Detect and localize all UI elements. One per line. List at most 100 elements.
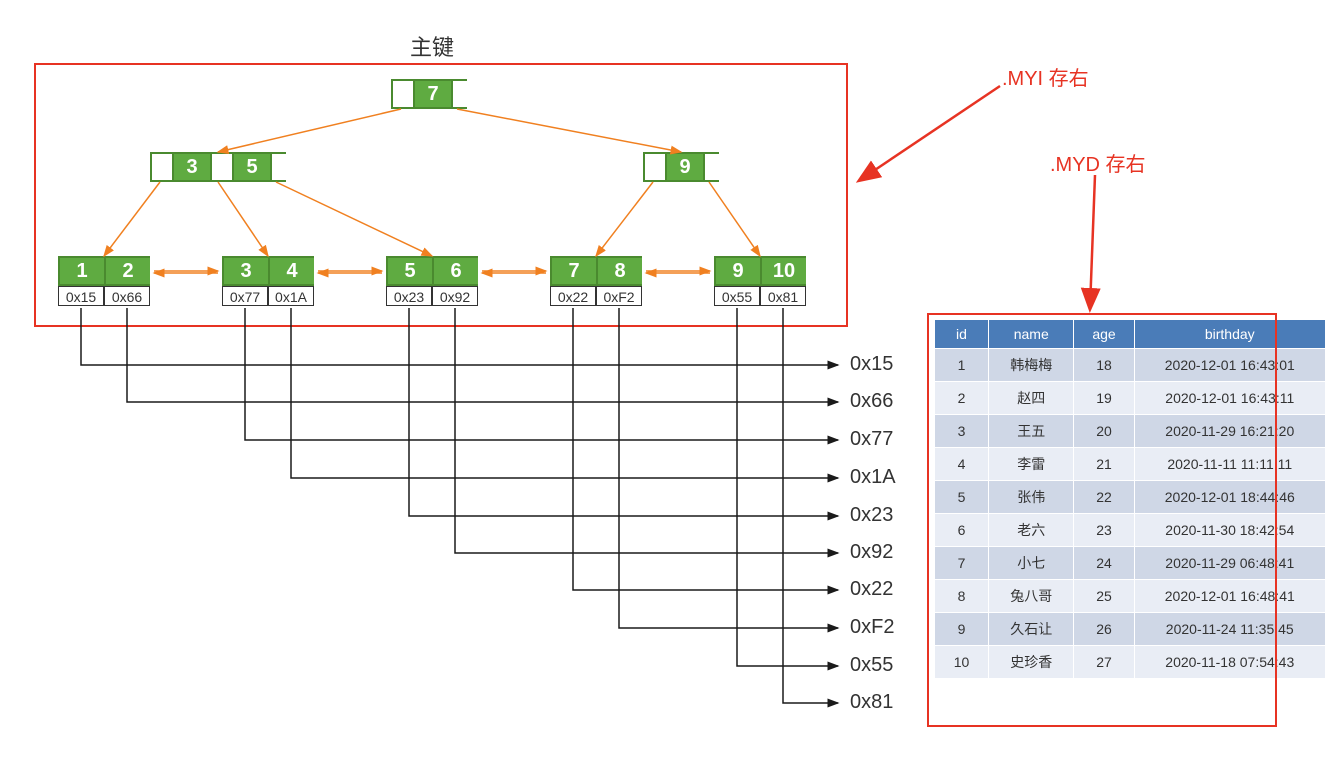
cell: 2020-11-29 16:21:20 [1134, 415, 1325, 448]
cell: 7 [935, 547, 989, 580]
pointer-slot [212, 154, 234, 180]
cell: 王五 [989, 415, 1074, 448]
cell: 26 [1074, 613, 1134, 646]
cell: 8 [935, 580, 989, 613]
cell: 赵四 [989, 382, 1074, 415]
table-row: 9久石让262020-11-24 11:35:45 [935, 613, 1326, 646]
cell: 2020-11-11 11:11:11 [1134, 448, 1325, 481]
pointer-label: 0x22 [850, 578, 893, 601]
cell: 李雷 [989, 448, 1074, 481]
table-row: 8兔八哥252020-12-01 16:48:41 [935, 580, 1326, 613]
cell: 23 [1074, 514, 1134, 547]
key-cell: 6 [434, 258, 478, 284]
addr-row: 0x770x1A [222, 286, 314, 306]
table-row: 2赵四192020-12-01 16:43:11 [935, 382, 1326, 415]
cell: 2020-12-01 16:43:11 [1134, 382, 1325, 415]
addr-cell: 0x15 [58, 286, 104, 306]
addr-row: 0x550x81 [714, 286, 806, 306]
col-age: age [1074, 320, 1134, 349]
table-row: 4李雷212020-11-11 11:11:11 [935, 448, 1326, 481]
key-cell: 7 [552, 258, 598, 284]
key-cell: 9 [667, 154, 705, 180]
data-table: idnameagebirthday1韩梅梅182020-12-01 16:43:… [934, 319, 1326, 679]
addr-cell: 0x23 [386, 286, 432, 306]
cell: 张伟 [989, 481, 1074, 514]
pointer-label: 0x55 [850, 654, 893, 677]
cell: 4 [935, 448, 989, 481]
table-row: 1韩梅梅182020-12-01 16:43:01 [935, 349, 1326, 382]
pointer-label: 0x23 [850, 504, 893, 527]
key-cell: 3 [224, 258, 270, 284]
key-cell: 3 [174, 154, 212, 180]
col-birthday: birthday [1134, 320, 1325, 349]
cell: 9 [935, 613, 989, 646]
pointer-slot [645, 154, 667, 180]
leaf-node-3: 78 [550, 256, 642, 286]
key-cell: 1 [60, 258, 106, 284]
pointer-label: 0x15 [850, 353, 893, 376]
leaf-node-2: 56 [386, 256, 478, 286]
leaf-node-4: 910 [714, 256, 806, 286]
cell: 2020-11-18 07:54:43 [1134, 646, 1325, 679]
addr-cell: 0x92 [432, 286, 478, 306]
cell: 22 [1074, 481, 1134, 514]
tree-title: 主键 [410, 30, 454, 62]
cell: 2020-12-01 16:48:41 [1134, 580, 1325, 613]
cell: 18 [1074, 349, 1134, 382]
key-cell: 10 [762, 258, 806, 284]
cell: 史珍香 [989, 646, 1074, 679]
cell: 2020-12-01 16:43:01 [1134, 349, 1325, 382]
cell: 20 [1074, 415, 1134, 448]
key-cell: 7 [415, 81, 453, 107]
addr-cell: 0x1A [268, 286, 314, 306]
addr-cell: 0x22 [550, 286, 596, 306]
cell: 2020-11-24 11:35:45 [1134, 613, 1325, 646]
addr-row: 0x150x66 [58, 286, 150, 306]
cell: 2020-12-01 18:44:46 [1134, 481, 1325, 514]
cell: 5 [935, 481, 989, 514]
cell: 2 [935, 382, 989, 415]
cell: 兔八哥 [989, 580, 1074, 613]
cell: 久石让 [989, 613, 1074, 646]
cell: 2020-11-30 18:42:54 [1134, 514, 1325, 547]
key-cell: 8 [598, 258, 642, 284]
pointer-slot [272, 154, 292, 180]
key-cell: 2 [106, 258, 150, 284]
root-node: 7 [391, 79, 467, 109]
pointer-slot [705, 154, 725, 180]
leaf-node-1: 34 [222, 256, 314, 286]
cell: 6 [935, 514, 989, 547]
pointer-slot [453, 81, 473, 107]
cell: 老六 [989, 514, 1074, 547]
cell: 韩梅梅 [989, 349, 1074, 382]
cell: 21 [1074, 448, 1134, 481]
cell: 25 [1074, 580, 1134, 613]
cell: 27 [1074, 646, 1134, 679]
key-cell: 4 [270, 258, 314, 284]
table-row: 7小七242020-11-29 06:48:41 [935, 547, 1326, 580]
pointer-label: 0x66 [850, 390, 893, 413]
key-cell: 9 [716, 258, 762, 284]
pointer-label: 0x81 [850, 691, 893, 714]
key-cell: 5 [234, 154, 272, 180]
table-row: 6老六232020-11-30 18:42:54 [935, 514, 1326, 547]
table-row: 3王五202020-11-29 16:21:20 [935, 415, 1326, 448]
table-row: 10史珍香272020-11-18 07:54:43 [935, 646, 1326, 679]
addr-row: 0x220xF2 [550, 286, 642, 306]
pointer-label: 0x1A [850, 466, 896, 489]
cell: 10 [935, 646, 989, 679]
cell: 19 [1074, 382, 1134, 415]
mid-node-1: 9 [643, 152, 719, 182]
cell: 24 [1074, 547, 1134, 580]
mid-node-0: 35 [150, 152, 286, 182]
key-cell: 5 [388, 258, 434, 284]
col-id: id [935, 320, 989, 349]
addr-cell: 0x77 [222, 286, 268, 306]
leaf-node-0: 12 [58, 256, 150, 286]
addr-cell: 0x55 [714, 286, 760, 306]
cell: 小七 [989, 547, 1074, 580]
pointer-label: 0x92 [850, 541, 893, 564]
addr-cell: 0xF2 [596, 286, 642, 306]
cell: 1 [935, 349, 989, 382]
table-row: 5张伟222020-12-01 18:44:46 [935, 481, 1326, 514]
